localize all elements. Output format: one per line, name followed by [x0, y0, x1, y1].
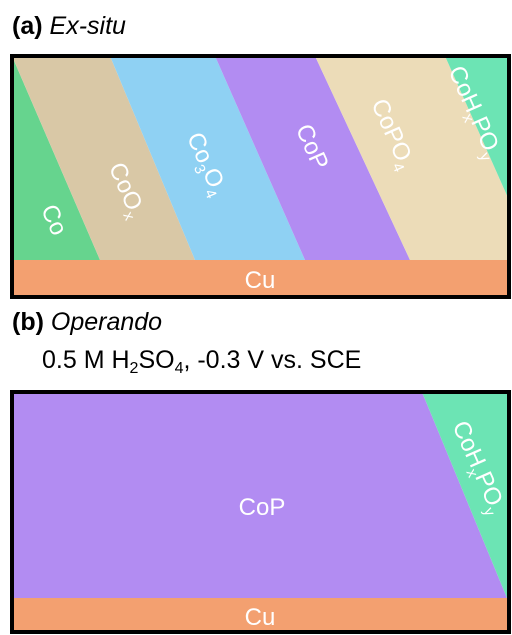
panel-a-frame — [10, 54, 511, 299]
panel-b: CoP CoHxPOy Cu — [10, 390, 511, 634]
panel-a-layer-copo4 — [315, 56, 509, 260]
panel-b-layer-cohxpoy — [422, 392, 509, 598]
panel-a-substrate — [12, 260, 509, 297]
panel-a-substrate-label: Cu — [245, 267, 276, 294]
panel-b-letter: (b) — [12, 308, 44, 336]
panel-a: Co CoOx Co3O4 CoP CoPO4 CoHxPOy Cu — [10, 54, 511, 299]
panel-a-label: (a) Ex-situ — [12, 12, 126, 41]
panel-a-layer-cohxpoy — [445, 56, 509, 200]
panel-a-layer-cop — [215, 56, 410, 260]
operando-conditions: 0.5 M H2SO4, -0.3 V vs. SCE — [42, 346, 362, 377]
panel-b-substrate — [12, 598, 509, 632]
panel-b-frame — [10, 390, 511, 634]
panel-b-label: (b) Operando — [12, 308, 162, 337]
panel-b-title: Operando — [50, 308, 163, 336]
panel-b-substrate-label: Cu — [245, 604, 276, 631]
panel-a-layer-cox — [12, 56, 195, 260]
panel-b-label-cop: CoP — [239, 494, 286, 521]
panel-a-layer-co3o4 — [110, 56, 305, 260]
panel-a-title: Ex-situ — [49, 12, 126, 40]
panel-b-layer-cop — [12, 392, 507, 598]
panel-a-letter: (a) — [12, 12, 43, 40]
